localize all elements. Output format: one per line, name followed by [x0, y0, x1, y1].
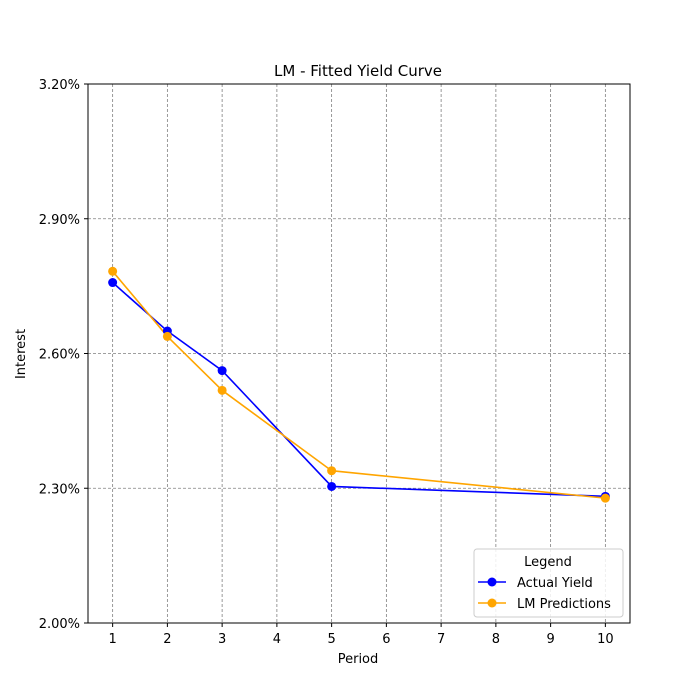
x-tick-label: 5 — [327, 632, 335, 647]
legend-label-actual-yield: Actual Yield — [517, 576, 593, 591]
x-axis-ticks: 1 2 3 4 5 6 7 8 9 10 — [108, 623, 614, 647]
data-point-lm-predictions — [108, 266, 118, 276]
x-tick-label: 8 — [492, 632, 500, 647]
data-point-lm-predictions — [600, 493, 610, 503]
y-axis-ticks: 2.00% 2.30% 2.60% 2.90% 3.20% — [39, 78, 88, 632]
x-tick-label: 7 — [437, 632, 445, 647]
data-point-actual-yield — [108, 278, 118, 288]
y-tick-label: 2.60% — [39, 348, 80, 363]
x-tick-label: 1 — [108, 632, 116, 647]
series-points — [108, 266, 610, 503]
y-axis-label: Interest — [14, 329, 29, 379]
legend: Legend Actual Yield LM Predictions — [473, 548, 624, 618]
x-tick-label: 2 — [163, 632, 171, 647]
data-point-lm-predictions — [327, 466, 337, 476]
chart-title: LM - Fitted Yield Curve — [274, 62, 442, 80]
data-point-actual-yield — [217, 366, 227, 376]
data-point-actual-yield — [327, 481, 337, 491]
legend-marker-lm-predictions — [487, 598, 497, 608]
y-tick-label: 3.20% — [39, 78, 80, 93]
legend-title: Legend — [524, 555, 572, 570]
y-tick-label: 2.90% — [39, 213, 80, 228]
y-tick-label: 2.00% — [39, 617, 80, 632]
data-point-lm-predictions — [217, 385, 227, 395]
legend-box — [473, 548, 624, 618]
x-tick-label: 6 — [382, 632, 390, 647]
legend-marker-actual-yield — [487, 577, 497, 587]
x-tick-label: 4 — [273, 632, 281, 647]
y-tick-label: 2.30% — [39, 482, 80, 497]
legend-label-lm-predictions: LM Predictions — [517, 597, 611, 612]
x-tick-label: 10 — [597, 632, 614, 647]
data-point-lm-predictions — [162, 331, 172, 341]
x-tick-label: 9 — [546, 632, 554, 647]
x-axis-label: Period — [338, 652, 379, 667]
x-tick-label: 3 — [218, 632, 226, 647]
